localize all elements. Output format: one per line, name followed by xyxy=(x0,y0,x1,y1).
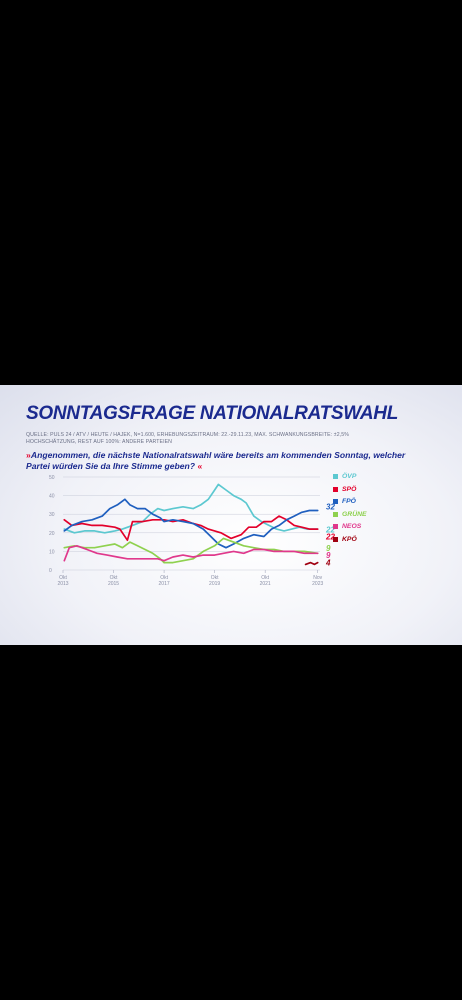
series-line-neos xyxy=(63,544,319,562)
legend-label: FPÖ xyxy=(342,498,356,505)
legend-label: KPÖ xyxy=(342,535,357,543)
x-tick-label: 2017 xyxy=(159,581,170,587)
x-tick-label: 2023 xyxy=(312,581,323,587)
series-line-spö xyxy=(63,515,319,542)
legend-swatch xyxy=(333,524,338,529)
legend-label: NEOS xyxy=(342,523,362,530)
y-tick-label: 40 xyxy=(49,494,55,500)
end-label-övp: 22 xyxy=(325,526,335,535)
x-tick-label: Okt xyxy=(211,575,219,581)
legend-item-grüne: GRÜNE xyxy=(333,511,367,518)
end-label-neos: 9 xyxy=(326,551,331,560)
legend-item-spö: SPÖ xyxy=(333,486,356,493)
series-line-fpö xyxy=(63,498,319,549)
legend-item-kpö: KPÖ xyxy=(333,536,357,543)
legend-item-fpö: FPÖ xyxy=(333,498,356,505)
y-tick-label: 50 xyxy=(49,475,55,481)
open-quote-icon: » xyxy=(26,450,31,460)
x-tick-label: Okt xyxy=(59,575,67,581)
x-tick-label: Okt xyxy=(160,575,168,581)
chart-series xyxy=(63,483,319,566)
y-tick-label: 20 xyxy=(49,531,55,537)
close-quote-icon: « xyxy=(197,461,202,471)
legend-label: SPÖ xyxy=(342,485,357,493)
x-tick-label: Nov xyxy=(313,575,322,581)
x-tick-label: 2019 xyxy=(209,581,220,587)
x-tick-label: Okt xyxy=(261,575,269,581)
chart-panel: SONNTAGSFRAGE NATIONALRATSWAHL QUELLE: P… xyxy=(0,385,462,645)
y-axis: 0 10 20 30 40 50 xyxy=(49,475,55,574)
x-tick-label: 2021 xyxy=(260,581,271,587)
x-tick-label: 2013 xyxy=(57,581,68,587)
x-axis: Okt2013Okt2015Okt2017Okt2019Okt2021Nov20… xyxy=(57,570,324,587)
source-note: QUELLE: PULS 24 / ATV / HEUTE / HAJEK, N… xyxy=(26,432,349,438)
legend-swatch xyxy=(333,511,338,517)
legend-item-neos: NEOS xyxy=(333,523,361,530)
legend-swatch xyxy=(333,474,338,479)
end-label-spö: 22 xyxy=(325,533,335,542)
x-tick-label: 2015 xyxy=(108,581,119,587)
y-tick-label: 30 xyxy=(49,512,55,518)
legend-label: GRÜNE xyxy=(342,510,367,518)
legend-swatch xyxy=(333,499,338,504)
question-text: Angenommen, die nächste Nationalratswahl… xyxy=(26,450,406,471)
end-label-kpö: 4 xyxy=(325,559,331,568)
series-line-övp xyxy=(63,483,319,534)
y-tick-label: 10 xyxy=(49,549,55,555)
end-label-grüne: 9 xyxy=(326,544,331,553)
end-label-fpö: 32 xyxy=(326,502,335,511)
page-title: SONNTAGSFRAGE NATIONALRATSWAHL xyxy=(26,403,399,424)
series-line-kpö xyxy=(304,561,319,566)
legend-label: ÖVP xyxy=(342,473,357,480)
survey-question: » Angenommen, die nächste Nationalratswa… xyxy=(26,450,411,472)
legend-swatch xyxy=(333,486,338,492)
legend-item-övp: ÖVP xyxy=(333,473,356,480)
x-tick-label: Okt xyxy=(110,575,118,581)
source-note-2: HOCHSCHÄTZUNG, REST AUF 100%: ANDERE PAR… xyxy=(26,439,173,445)
series-line-grüne xyxy=(63,537,319,564)
y-tick-label: 0 xyxy=(49,568,52,574)
legend-swatch xyxy=(333,536,338,542)
